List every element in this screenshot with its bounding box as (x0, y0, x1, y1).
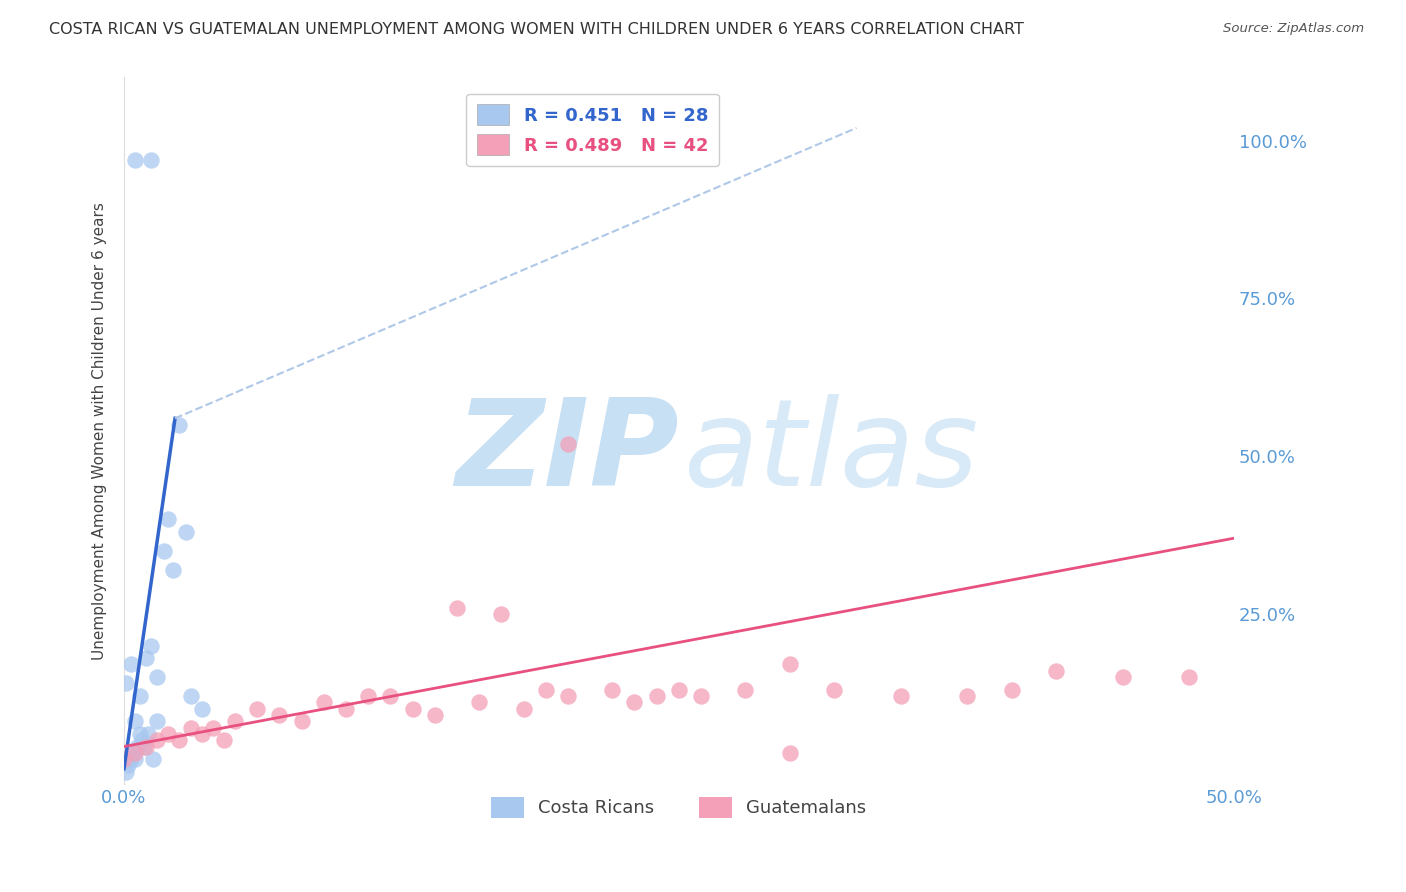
Point (423, 708, 446, 723)
Point (1045, 664, 1067, 678)
Point (128, 689, 150, 703)
Point (557, 436, 579, 450)
Point (446, 600, 468, 615)
Point (401, 701, 423, 715)
Point (1001, 682, 1024, 697)
Point (690, 689, 713, 703)
Point (146, 714, 169, 729)
Y-axis label: Unemployment Among Women with Children Under 6 years: Unemployment Among Women with Children U… (93, 202, 107, 660)
Point (169, 733, 191, 747)
Point (269, 708, 291, 723)
Point (180, 721, 202, 735)
Point (335, 701, 357, 715)
Point (124, 153, 146, 167)
Point (169, 417, 191, 432)
Point (1178, 670, 1201, 684)
Point (115, 764, 138, 779)
Point (290, 714, 312, 729)
Point (135, 739, 157, 754)
Point (120, 657, 142, 672)
Point (157, 512, 180, 526)
Point (131, 733, 153, 747)
Point (139, 639, 162, 653)
Point (128, 727, 150, 741)
Point (779, 657, 801, 672)
Point (180, 689, 202, 703)
Point (224, 714, 246, 729)
Point (823, 682, 845, 697)
Legend: Costa Ricans, Guatemalans: Costa Ricans, Guatemalans (484, 789, 873, 825)
Point (246, 701, 269, 715)
Point (645, 689, 668, 703)
Point (122, 746, 145, 760)
Point (146, 670, 169, 684)
Point (142, 752, 165, 766)
Point (557, 689, 579, 703)
Text: ZIP: ZIP (456, 393, 679, 510)
Point (890, 689, 912, 703)
Point (380, 689, 402, 703)
Point (512, 701, 534, 715)
Point (139, 153, 162, 167)
Point (120, 752, 142, 766)
Point (357, 689, 380, 703)
Point (534, 682, 557, 697)
Point (146, 733, 169, 747)
Point (956, 689, 979, 703)
Text: atlas: atlas (685, 393, 980, 510)
Point (124, 714, 146, 729)
Point (468, 695, 491, 709)
Point (135, 651, 157, 665)
Point (734, 682, 756, 697)
Point (132, 739, 155, 754)
Point (162, 563, 184, 577)
Point (779, 746, 801, 760)
Point (312, 695, 335, 709)
Point (127, 739, 149, 754)
Point (124, 746, 146, 760)
Point (491, 607, 513, 621)
Point (124, 752, 146, 766)
Point (138, 727, 160, 741)
Point (157, 727, 180, 741)
Point (112, 752, 135, 766)
Point (115, 676, 138, 690)
Point (1112, 670, 1135, 684)
Point (190, 727, 212, 741)
Point (668, 682, 690, 697)
Point (190, 701, 212, 715)
Point (153, 544, 176, 558)
Point (623, 695, 645, 709)
Point (201, 721, 224, 735)
Point (600, 682, 623, 697)
Point (174, 524, 197, 539)
Text: COSTA RICAN VS GUATEMALAN UNEMPLOYMENT AMONG WOMEN WITH CHILDREN UNDER 6 YEARS C: COSTA RICAN VS GUATEMALAN UNEMPLOYMENT A… (49, 22, 1024, 37)
Text: Source: ZipAtlas.com: Source: ZipAtlas.com (1223, 22, 1364, 36)
Point (117, 758, 139, 772)
Point (212, 733, 235, 747)
